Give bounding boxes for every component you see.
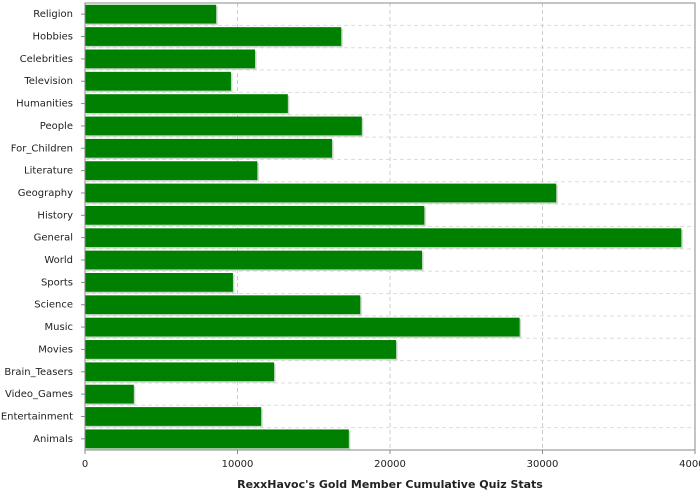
bar	[85, 250, 423, 270]
y-tick-label: People	[40, 121, 73, 132]
bar	[85, 340, 397, 359]
y-tick-label: Celebrities	[20, 54, 73, 65]
bar	[85, 205, 425, 225]
bar	[85, 27, 342, 46]
y-tick-label: Religion	[33, 9, 73, 20]
y-tick-label: World	[44, 255, 73, 266]
x-axis-title: RexxHavoc's Gold Member Cumulative Quiz …	[237, 478, 543, 491]
y-tick-label: Literature	[24, 166, 73, 177]
bar	[85, 429, 349, 449]
x-tick-label: 40000	[679, 459, 700, 470]
plot-frame	[84, 2, 696, 451]
y-tick-label: Humanities	[16, 99, 73, 110]
y-tick-label: Brain_Teasers	[4, 367, 73, 378]
bar	[85, 272, 233, 292]
bar	[85, 94, 288, 113]
bar	[85, 71, 231, 91]
y-tick-label: Entertainment	[1, 411, 73, 422]
bar	[85, 362, 275, 382]
y-tick-label: For_Children	[11, 143, 73, 154]
y-tick-label: Movies	[38, 344, 73, 355]
y-tick-label: General	[34, 233, 73, 244]
bar	[85, 407, 262, 426]
y-tick-label: Science	[34, 300, 73, 311]
bar	[85, 183, 557, 203]
bar	[85, 228, 682, 248]
y-tick-label: Hobbies	[33, 32, 73, 43]
x-tick-label: 30000	[527, 459, 559, 470]
x-tick-label: 10000	[222, 459, 254, 470]
bar	[85, 295, 361, 315]
y-tick-label: Television	[23, 76, 73, 87]
bar	[85, 161, 258, 181]
y-tick-label: Video_Games	[5, 389, 73, 400]
bar	[85, 116, 362, 136]
bar	[85, 384, 134, 404]
y-tick-label: History	[37, 210, 73, 221]
bar	[85, 4, 217, 24]
bar	[85, 317, 520, 337]
x-tick-label: 20000	[374, 459, 406, 470]
bar	[85, 138, 333, 158]
x-tick-label: 0	[82, 459, 88, 470]
y-tick-label: Animals	[33, 434, 73, 445]
y-tick-label: Geography	[18, 188, 73, 199]
y-tick-label: Sports	[41, 277, 73, 288]
y-tick-label: Music	[45, 322, 73, 333]
bar	[85, 49, 256, 69]
